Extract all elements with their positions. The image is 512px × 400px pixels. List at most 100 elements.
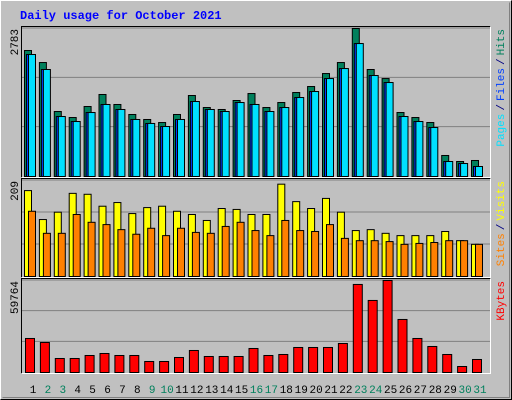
bar <box>147 122 156 177</box>
bar <box>191 231 200 278</box>
x-tick-label: 11 <box>175 385 189 397</box>
bar <box>233 355 244 373</box>
bar <box>397 318 408 374</box>
bar <box>370 240 379 277</box>
bar <box>352 283 363 373</box>
x-tick-label: 8 <box>134 385 141 397</box>
bar <box>236 102 245 177</box>
panel-bevel <box>21 26 491 178</box>
x-tick-label: 30 <box>458 385 471 397</box>
bar <box>162 235 171 277</box>
bar <box>144 360 155 374</box>
bar <box>400 116 409 177</box>
bar <box>102 224 111 277</box>
bar <box>87 112 96 178</box>
bar <box>248 347 259 373</box>
bar <box>385 82 394 177</box>
bar <box>39 341 50 374</box>
bar <box>28 210 36 277</box>
panel-bevel <box>21 178 491 278</box>
bar <box>385 241 394 278</box>
x-tick-label: 5 <box>89 385 96 397</box>
bar <box>340 237 349 277</box>
bar <box>340 68 349 177</box>
bar <box>430 127 439 177</box>
bar <box>472 358 482 373</box>
legend-entry: Sites <box>496 233 508 266</box>
legend-separator: / <box>496 58 508 65</box>
x-tick-label: 23 <box>354 385 367 397</box>
x-tick-label: 20 <box>309 385 322 397</box>
x-tick-label: 1 <box>30 385 37 397</box>
bar <box>460 240 469 277</box>
bar <box>445 240 454 277</box>
bar <box>129 354 140 373</box>
bar <box>281 219 290 277</box>
bar <box>87 221 96 277</box>
bar <box>236 221 245 277</box>
bar <box>57 232 66 277</box>
x-tick-label: 2 <box>45 385 52 397</box>
legend-entry: Files <box>496 68 508 101</box>
x-tick-label: 26 <box>399 385 412 397</box>
bar <box>296 97 305 177</box>
x-tick-label: 10 <box>160 385 173 397</box>
bar <box>278 353 289 374</box>
legend-entry: Visits <box>496 181 508 221</box>
bar <box>188 349 199 374</box>
bar <box>114 354 125 373</box>
panel-bevel <box>21 278 491 374</box>
bar <box>311 91 320 177</box>
bar <box>54 357 65 374</box>
bar <box>84 354 95 373</box>
bar <box>42 232 51 277</box>
legend-separator: / <box>496 224 508 231</box>
chart-title: Daily usage for October 2021 <box>20 9 222 23</box>
legend-entry: KBytes <box>496 281 508 321</box>
bar <box>99 352 110 373</box>
bar <box>72 213 81 278</box>
bar <box>42 69 51 177</box>
bar <box>323 346 333 374</box>
bar <box>57 116 66 177</box>
x-tick-label: 31 <box>473 385 487 397</box>
legend-entry: Hits <box>496 29 508 55</box>
legend: Pages / Files / Hits <box>496 29 508 147</box>
bar <box>221 225 230 277</box>
bar <box>430 242 439 277</box>
x-tick-label: 16 <box>250 385 263 397</box>
bar <box>475 243 483 278</box>
x-tick-label: 28 <box>429 385 442 397</box>
bar <box>221 111 230 177</box>
bar <box>382 280 393 373</box>
x-tick-label: 9 <box>149 385 156 397</box>
x-tick-label: 24 <box>369 385 383 397</box>
x-tick-label: 4 <box>74 385 81 397</box>
x-tick-label: 19 <box>295 385 308 397</box>
bar <box>25 337 35 374</box>
x-tick-label: 29 <box>444 385 457 397</box>
panel-bevel <box>21 278 491 374</box>
bar <box>251 103 260 177</box>
bar <box>147 227 156 278</box>
x-tick-label: 7 <box>119 385 126 397</box>
bar <box>460 163 469 178</box>
bar <box>72 121 81 177</box>
bar <box>311 230 320 277</box>
bar <box>475 166 483 177</box>
legend-separator: / <box>496 104 508 111</box>
bar <box>370 75 379 177</box>
bar <box>412 337 423 374</box>
bar <box>203 355 214 373</box>
x-tick-label: 15 <box>235 385 248 397</box>
bar <box>326 224 334 277</box>
bar <box>117 229 126 278</box>
bar <box>117 108 126 177</box>
bar <box>293 346 304 374</box>
x-tick-label: 21 <box>324 385 338 397</box>
bar <box>132 118 141 178</box>
